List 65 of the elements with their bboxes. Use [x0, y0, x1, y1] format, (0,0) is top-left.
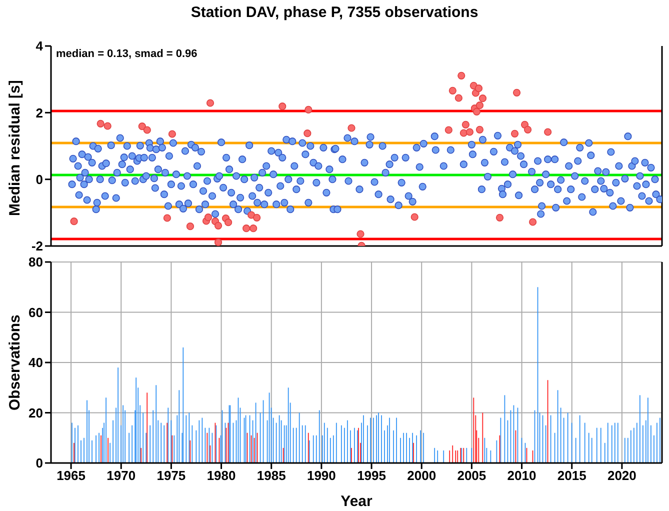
x-tick-label: 1980: [206, 468, 236, 484]
point: [304, 106, 312, 114]
point: [224, 218, 232, 226]
point: [528, 218, 537, 226]
point: [242, 224, 250, 232]
x-tick-label: 2020: [607, 468, 636, 484]
point: [512, 88, 521, 96]
x-tick-label: 2000: [407, 468, 436, 484]
x-tick-label: 1990: [306, 468, 336, 484]
point: [444, 126, 452, 134]
point: [476, 102, 484, 110]
point: [356, 230, 364, 238]
y-tick-label: 2: [36, 105, 43, 120]
y-tick-label: 80: [28, 254, 43, 270]
point: [474, 84, 482, 92]
y-tick-label: -2: [31, 238, 43, 254]
y-tick-label: 40: [28, 355, 43, 370]
point: [544, 128, 552, 136]
point: [206, 99, 214, 107]
point: [204, 214, 212, 222]
point: [138, 122, 146, 130]
point: [163, 214, 171, 222]
point: [104, 122, 112, 130]
point: [250, 224, 258, 232]
point: [472, 108, 480, 116]
point: [70, 218, 78, 226]
x-tick-label: 1995: [357, 468, 386, 484]
x-tick-label: 2010: [507, 468, 536, 484]
point: [168, 130, 176, 138]
x-tick-label: 2005: [457, 468, 486, 484]
x-tick-label: 1965: [56, 468, 86, 484]
point: [304, 130, 312, 138]
x-tick-label: 1975: [156, 468, 186, 484]
point: [478, 94, 487, 102]
point: [510, 130, 519, 138]
point: [214, 238, 222, 246]
point: [466, 128, 474, 136]
point: [496, 214, 504, 222]
point: [278, 102, 286, 110]
point: [348, 124, 356, 132]
x-axis-title: Year: [340, 493, 373, 510]
point: [96, 120, 104, 128]
annotation: median = 0.13, smad = 0.96: [56, 48, 198, 60]
y-tick-label: 0: [36, 456, 43, 471]
point: [448, 86, 456, 94]
point: [186, 222, 194, 230]
point: [143, 126, 151, 134]
x-tick-label: 1985: [256, 468, 286, 484]
y-tick-label: 20: [28, 405, 43, 420]
x-tick-label: 1970: [106, 468, 136, 484]
point: [253, 214, 261, 222]
chart-title: Station DAV, phase P, 7355 observations: [190, 3, 480, 23]
point: [214, 222, 222, 230]
y-axis-title: Observations: [6, 314, 24, 410]
y-axis-title: Median residual [s]: [6, 80, 24, 216]
point: [410, 213, 418, 221]
point: [458, 72, 466, 80]
y-tick-label: 4: [36, 38, 44, 54]
x-tick-label: 2015: [557, 468, 586, 484]
point: [454, 94, 462, 102]
y-tick-label: 0: [36, 172, 43, 187]
y-tick-label: 60: [28, 304, 43, 320]
point: [524, 126, 532, 134]
point: [476, 126, 484, 134]
point: [462, 120, 470, 128]
